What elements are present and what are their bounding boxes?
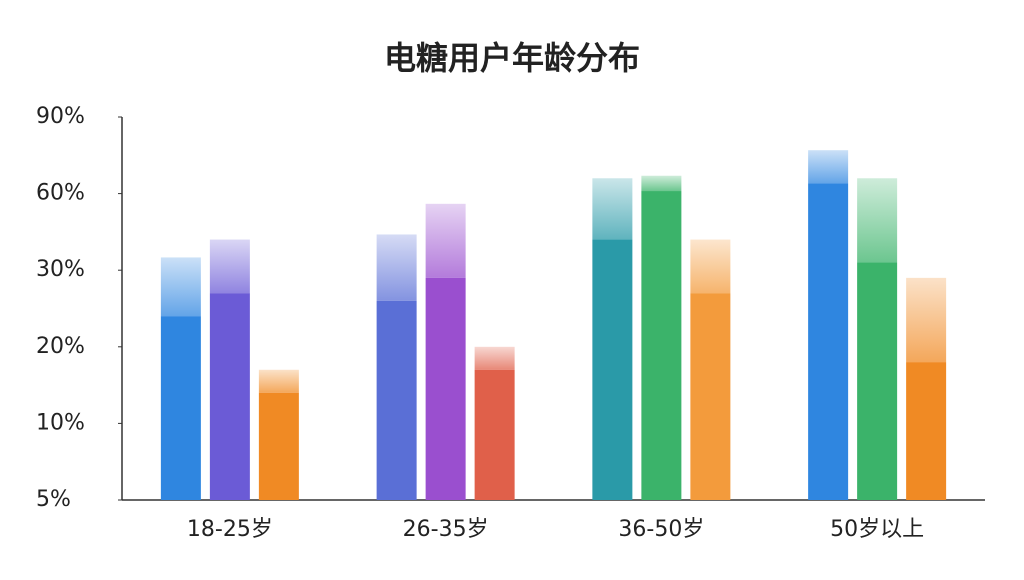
bar xyxy=(160,316,201,500)
bar xyxy=(376,300,417,500)
bar xyxy=(474,369,515,500)
bar-faded-top xyxy=(808,150,849,184)
y-tick-label: 5% xyxy=(36,487,71,512)
bar xyxy=(425,277,466,500)
y-tick-label: 10% xyxy=(36,410,85,435)
bar-faded-top xyxy=(857,178,898,263)
y-tick-label: 30% xyxy=(36,257,85,282)
x-tick-label: 36-50岁 xyxy=(618,517,704,542)
y-tick-label: 20% xyxy=(36,334,85,359)
bar-faded-top xyxy=(376,234,417,301)
bar xyxy=(592,239,633,500)
x-tick-label: 26-35岁 xyxy=(403,517,489,542)
bar-faded-top xyxy=(258,369,299,393)
bar-faded-top xyxy=(160,257,201,317)
bar-faded-top xyxy=(425,203,466,278)
bar-faded-top xyxy=(474,346,515,370)
bar-faded-top xyxy=(906,277,947,363)
bar-faded-top xyxy=(641,175,682,192)
y-tick-label: 60% xyxy=(36,181,85,206)
bar-faded-top xyxy=(690,239,731,294)
bar xyxy=(808,183,849,501)
x-tick-label: 18-25岁 xyxy=(187,517,273,542)
x-tick-label: 50岁以上 xyxy=(830,517,924,542)
bar xyxy=(258,392,299,500)
bar xyxy=(641,191,682,500)
bar-faded-top xyxy=(209,239,250,294)
chart-title: 电糖用户年龄分布 xyxy=(384,39,640,77)
bar-faded-top xyxy=(592,178,633,240)
bar xyxy=(209,293,250,500)
y-tick-label: 90% xyxy=(36,104,85,129)
bar xyxy=(690,293,731,500)
bar xyxy=(857,262,898,500)
bar xyxy=(906,362,947,500)
